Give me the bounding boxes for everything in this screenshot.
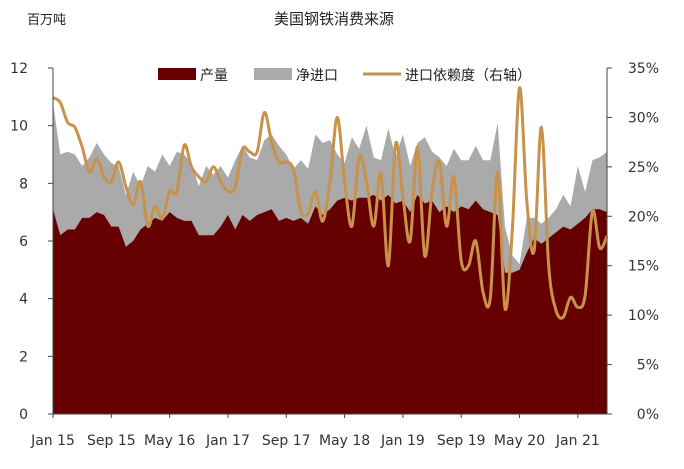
y2-tick-label: 15% [628,259,659,275]
y-axis-unit-label: 百万吨 [27,13,66,28]
x-tick-label: Jan 19 [380,433,425,449]
y2-tick-label: 5% [637,358,659,374]
plot-areas [53,102,607,414]
y-tick-label: 2 [19,349,28,365]
legend-label-import-dependence: 进口依赖度（右轴） [405,68,531,84]
x-tick-label: Sep 17 [262,433,311,449]
legend: 产量 净进口 进口依赖度（右轴） [158,68,531,84]
x-axis-ticks: Jan 15 Sep 15 May 16 Jan 17 Sep 17 May 18 Jan … [30,414,600,449]
x-tick-label: Sep 19 [437,433,486,449]
y-axis-ticks: 0 2 4 6 8 10 12 [10,61,53,423]
chart-title: 美国钢铁消费来源 [274,10,394,28]
y2-axis-ticks: 0% 5% 10% 15% 20% 25% 30% 35% [607,61,659,423]
x-tick-label: Sep 15 [87,433,136,449]
production-area [53,194,607,414]
y-tick-label: 4 [19,292,28,308]
legend-label-production: 产量 [200,68,228,84]
y2-tick-label: 0% [637,407,659,423]
legend-swatch-production [158,68,196,80]
legend-swatch-net-imports [254,68,292,80]
import-dependence-line [52,86,609,320]
x-tick-label: May 20 [494,433,545,449]
y-tick-label: 8 [19,176,28,192]
x-tick-label: Jan 21 [555,433,600,449]
y-tick-label: 6 [19,234,28,250]
legend-label-net-imports: 净进口 [296,68,338,84]
y-tick-label: 0 [19,407,28,423]
plot-line [52,86,609,320]
y-tick-label: 10 [10,119,28,135]
y2-tick-label: 10% [628,308,659,324]
y2-tick-label: 35% [628,61,659,77]
y-tick-label: 12 [10,61,28,77]
y2-tick-label: 30% [628,110,659,126]
x-tick-label: Jan 15 [30,433,75,449]
y2-tick-label: 20% [628,209,659,225]
x-tick-label: May 16 [144,433,195,449]
x-tick-label: May 18 [319,433,370,449]
y2-tick-label: 25% [628,160,659,176]
x-tick-label: Jan 17 [205,433,250,449]
